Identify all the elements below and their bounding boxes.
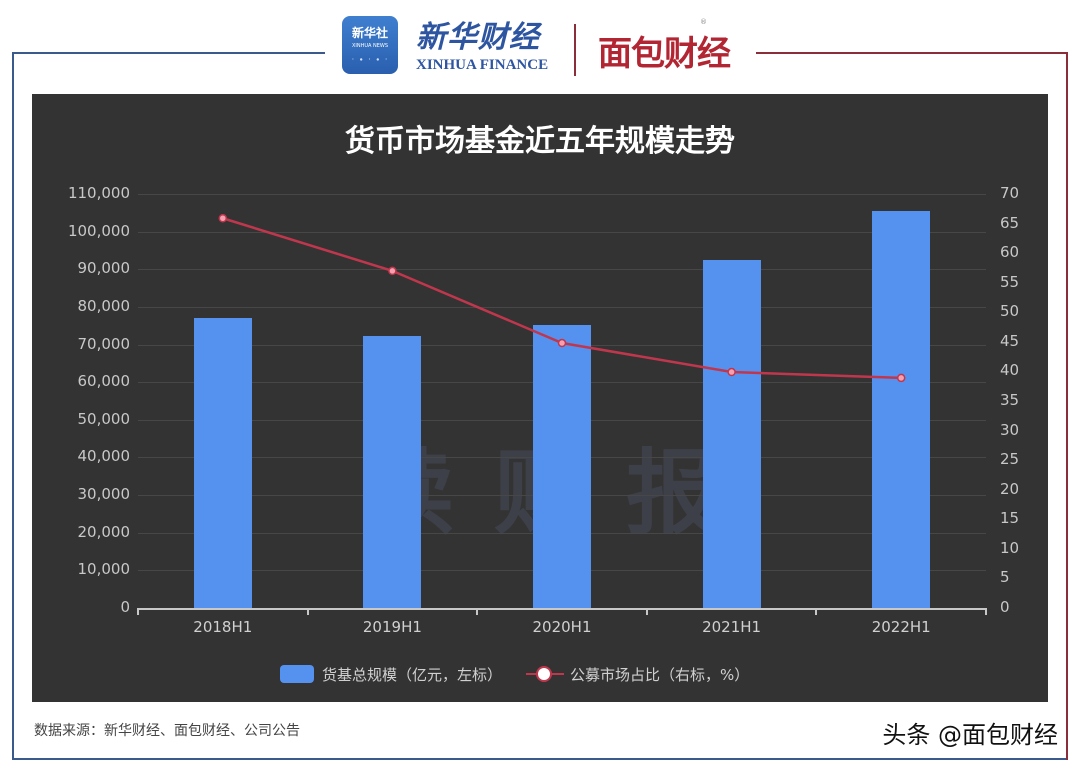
chart-title: 货币市场基金近五年规模走势 [345, 124, 735, 159]
line-point-marker [896, 373, 906, 383]
x-axis-label: 2020H1 [532, 618, 592, 636]
xinhua-news-logo: 新华社 XINHUA NEWS · ∙ · ∙ · [342, 16, 398, 74]
x-axis-tick [306, 608, 309, 615]
data-source-note: 数据来源：新华财经、面包财经、公司公告 [34, 723, 300, 739]
gridline [138, 269, 986, 271]
left-axis-tick-label: 20,000 [77, 522, 131, 541]
left-axis-tick-label: 50,000 [77, 409, 131, 428]
line-point-marker [727, 367, 736, 377]
right-axis-tick-label: 30 [1000, 420, 1020, 439]
bar-2018H1 [193, 318, 252, 608]
bar-2020H1 [533, 324, 591, 608]
line-point-marker [218, 213, 228, 223]
x-axis-tick [985, 608, 987, 615]
gridline [138, 306, 986, 308]
x-axis-label: 2018H1 [193, 618, 253, 636]
network-dots-icon: · ∙ · ∙ · [351, 55, 389, 64]
left-axis-tick-label: 90,000 [77, 259, 131, 278]
x-axis-tick [815, 608, 818, 615]
xinhua-badge-cn: 新华社 [351, 26, 388, 40]
right-axis-tick-label: 70 [1000, 184, 1020, 202]
right-axis-tick-label: 5 [1000, 568, 1010, 587]
left-axis-tick-label: 10,000 [77, 560, 131, 579]
x-axis-label: 2022H1 [871, 618, 931, 636]
left-axis-tick-label: 100,000 [67, 221, 130, 240]
left-axis-tick-label: 70,000 [77, 334, 131, 353]
right-axis-tick-label: 15 [1000, 509, 1020, 528]
frame-border-left [12, 52, 14, 760]
legend-bar-swatch [280, 665, 314, 683]
left-axis-tick-label: 60,000 [77, 372, 131, 391]
right-axis-tick-label: 45 [1000, 331, 1020, 350]
right-axis-tick-label: 0 [1000, 598, 1010, 616]
right-axis-tick-label: 40 [1000, 361, 1020, 380]
bar-2021H1 [702, 259, 761, 608]
chart-panel: 货币市场基金近五年规模走势 读财报 010,00020,00030,00040,… [32, 94, 1048, 702]
legend-label-line: 公募市场占比（右标，%） [570, 665, 750, 684]
left-axis-tick-label: 80,000 [77, 296, 131, 315]
logo-separator [574, 24, 576, 76]
x-axis-label: 2019H1 [362, 618, 422, 636]
line-point-marker [557, 338, 567, 348]
right-axis-tick-label: 35 [1000, 391, 1020, 409]
left-axis-tick-label: 110,000 [67, 184, 130, 202]
frame-border-top-left [12, 52, 325, 54]
frame-border-top-right [756, 52, 1068, 54]
line-point-marker [388, 266, 397, 276]
gridline [138, 194, 986, 195]
xinhua-badge-en: XINHUA NEWS [351, 43, 389, 49]
x-axis-line [138, 608, 986, 610]
legend-line-marker-icon [526, 665, 565, 683]
header-logos: 新华社 XINHUA NEWS · ∙ · ∙ · 新华财经 XINHUA FI… [340, 12, 760, 78]
left-axis-tick-label: 40,000 [77, 447, 131, 466]
bar-2019H1 [363, 335, 422, 608]
gridline [138, 231, 986, 233]
xinhua-finance-logo-cn: 新华财经 [416, 20, 540, 55]
x-axis-tick [476, 608, 479, 615]
right-axis-tick-label: 60 [1000, 243, 1020, 262]
registered-mark: ® [700, 18, 707, 26]
right-axis-tick-label: 25 [1000, 450, 1020, 469]
right-axis-tick-label: 65 [1000, 213, 1020, 232]
chart-legend: 货基总规模（亿元，左标） 公募市场占比（右标，%） [280, 662, 749, 686]
right-axis-tick-label: 55 [1000, 272, 1020, 291]
line-series-share [218, 213, 906, 383]
left-axis-tick-label: 0 [120, 598, 130, 616]
bar-2022H1 [872, 210, 931, 608]
right-axis-tick-label: 20 [1000, 479, 1020, 498]
x-axis-tick [137, 608, 139, 615]
x-axis-label: 2021H1 [702, 618, 762, 636]
frame-border-bottom [12, 758, 1068, 760]
author-signature: 头条 @面包财经 [882, 721, 1058, 749]
right-axis-tick-label: 50 [1000, 302, 1020, 321]
mianbao-finance-logo: 面包财经 [598, 34, 731, 74]
legend-label-bar: 货基总规模（亿元，左标） [322, 665, 503, 684]
xinhua-finance-logo-en: XINHUA FINANCE [416, 57, 549, 73]
x-axis-tick [645, 608, 648, 615]
right-axis-tick-label: 10 [1000, 538, 1020, 557]
left-axis-tick-label: 30,000 [77, 485, 131, 504]
frame-border-right [1066, 52, 1068, 760]
